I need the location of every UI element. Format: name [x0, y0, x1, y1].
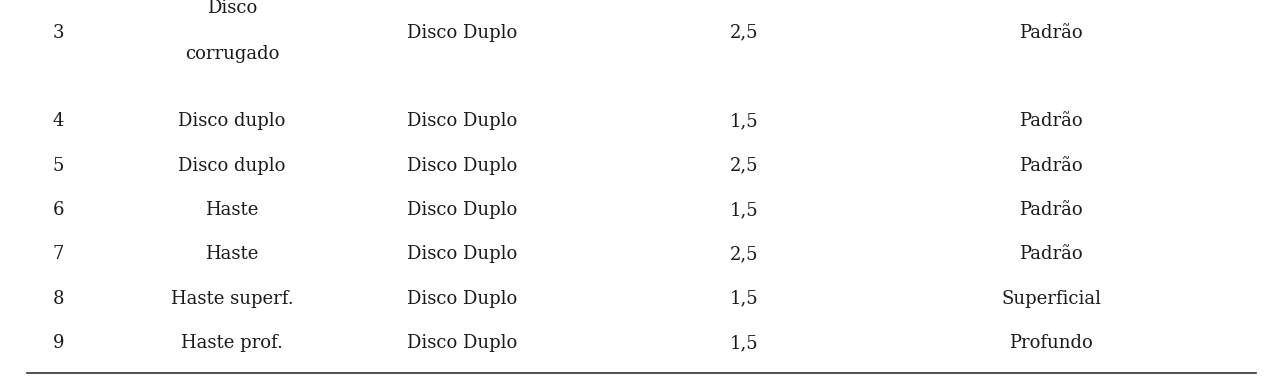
Text: 8: 8: [53, 290, 64, 308]
Text: Disco duplo: Disco duplo: [178, 156, 286, 175]
Text: 1,5: 1,5: [730, 290, 758, 308]
Text: Disco Duplo: Disco Duplo: [407, 290, 517, 308]
Text: Padrão: Padrão: [1020, 24, 1083, 42]
Text: Padrão: Padrão: [1020, 245, 1083, 263]
Text: Superficial: Superficial: [1001, 290, 1101, 308]
Text: Haste: Haste: [205, 245, 258, 263]
Text: 2,5: 2,5: [730, 24, 758, 42]
Text: Disco: Disco: [207, 0, 257, 17]
Text: Profundo: Profundo: [1010, 334, 1093, 352]
Text: 5: 5: [53, 156, 64, 175]
Text: Disco Duplo: Disco Duplo: [407, 201, 517, 219]
Text: Disco Duplo: Disco Duplo: [407, 24, 517, 42]
Text: Disco duplo: Disco duplo: [178, 112, 286, 130]
Text: Disco Duplo: Disco Duplo: [407, 334, 517, 352]
Text: 2,5: 2,5: [730, 245, 758, 263]
Text: 4: 4: [53, 112, 64, 130]
Text: 9: 9: [53, 334, 64, 352]
Text: Padrão: Padrão: [1020, 112, 1083, 130]
Text: Haste superf.: Haste superf.: [171, 290, 293, 308]
Text: 6: 6: [53, 201, 64, 219]
Text: Padrão: Padrão: [1020, 201, 1083, 219]
Text: Disco Duplo: Disco Duplo: [407, 245, 517, 263]
Text: Disco Duplo: Disco Duplo: [407, 112, 517, 130]
Text: Haste prof.: Haste prof.: [181, 334, 282, 352]
Text: 1,5: 1,5: [730, 201, 758, 219]
Text: 7: 7: [53, 245, 64, 263]
Text: Haste: Haste: [205, 201, 258, 219]
Text: 2,5: 2,5: [730, 156, 758, 175]
Text: Disco Duplo: Disco Duplo: [407, 156, 517, 175]
Text: 3: 3: [53, 24, 64, 42]
Text: Padrão: Padrão: [1020, 156, 1083, 175]
Text: 1,5: 1,5: [730, 334, 758, 352]
Text: 1,5: 1,5: [730, 112, 758, 130]
Text: corrugado: corrugado: [185, 45, 278, 63]
